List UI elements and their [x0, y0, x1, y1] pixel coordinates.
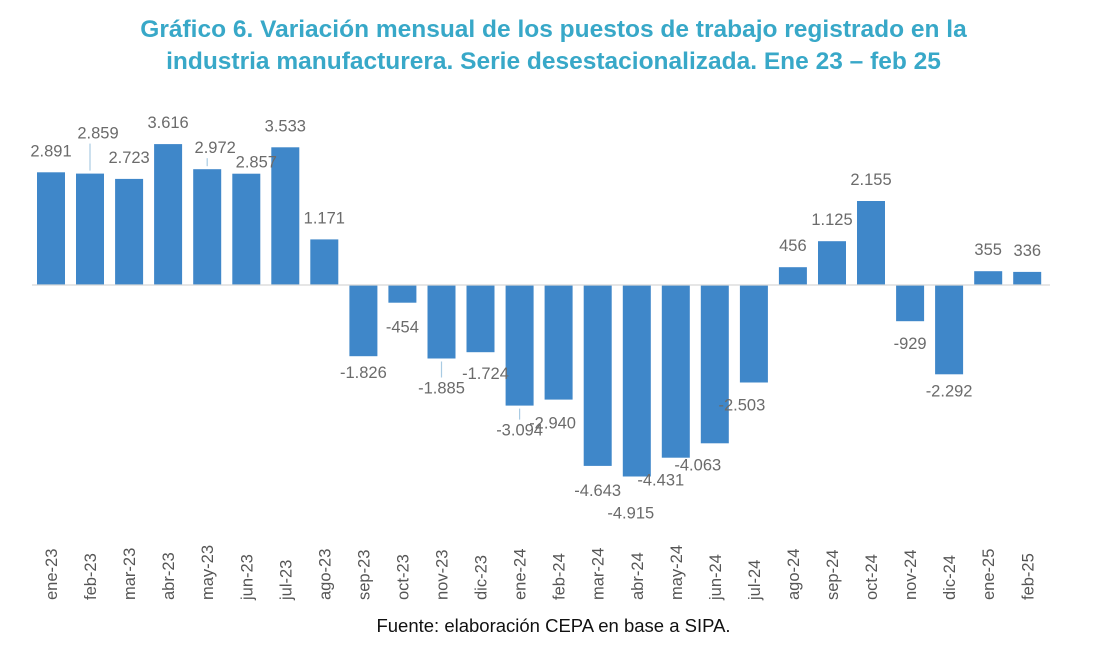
bar-feb-23 — [76, 173, 104, 285]
value-label-mar-23: 2.723 — [108, 149, 149, 167]
category-label-nov-23: nov-23 — [434, 550, 452, 600]
value-label-oct-24: 2.155 — [850, 171, 891, 189]
bar-abr-24 — [622, 285, 651, 477]
category-label-ene-24: ene-24 — [512, 549, 530, 600]
bar-jun-23 — [232, 173, 261, 285]
category-label-oct-24: oct-24 — [863, 554, 881, 600]
bar-oct-24 — [857, 201, 885, 285]
value-label-jul-24: -2.503 — [719, 397, 766, 415]
bar-feb-25 — [1013, 271, 1042, 285]
value-label-abr-23: 3.616 — [147, 114, 188, 132]
value-label-abr-24: -4.915 — [607, 505, 654, 523]
category-label-sep-24: sep-24 — [824, 550, 842, 600]
bars — [37, 144, 1042, 477]
category-label-dic-24: dic-24 — [941, 555, 959, 600]
value-label-feb-24: -2.940 — [529, 415, 576, 433]
bar-mar-23 — [115, 178, 144, 285]
category-label-may-23: may-23 — [199, 545, 217, 600]
bar-may-23 — [193, 169, 222, 285]
bar-dic-24 — [935, 285, 964, 375]
category-label-sep-23: sep-23 — [355, 550, 373, 600]
category-label-jun-23: jun-23 — [238, 554, 256, 601]
value-label-jul-23: 3.533 — [265, 117, 306, 135]
category-label-may-24: may-24 — [668, 545, 686, 600]
value-label-ene-25: 355 — [974, 241, 1002, 259]
chart-title: Gráfico 6. Variación mensual de los pues… — [0, 14, 1107, 78]
category-label-feb-24: feb-24 — [551, 553, 569, 600]
bar-sep-24 — [818, 241, 846, 285]
bar-ago-24 — [778, 267, 807, 285]
bar-sep-23 — [349, 285, 378, 357]
bar-jun-24 — [700, 285, 729, 444]
source-note: Fuente: elaboración CEPA en base a SIPA. — [376, 615, 731, 636]
value-label-ago-24: 456 — [779, 237, 807, 255]
value-label-dic-24: -2.292 — [926, 382, 973, 400]
bar-ene-24 — [505, 285, 534, 406]
category-label-jul-23: jul-23 — [277, 560, 295, 601]
bar-may-24 — [661, 285, 690, 458]
category-label-mar-23: mar-23 — [121, 548, 139, 600]
value-label-sep-23: -1.826 — [340, 364, 387, 382]
category-label-dic-23: dic-23 — [473, 555, 491, 600]
category-label-ene-23: ene-23 — [43, 549, 61, 600]
category-label-ago-24: ago-24 — [785, 549, 803, 600]
value-label-feb-25: 336 — [1014, 242, 1042, 260]
category-label-oct-23: oct-23 — [394, 554, 412, 600]
category-label-jun-24: jun-24 — [707, 554, 725, 601]
value-label-feb-23: 2.859 — [77, 125, 118, 143]
category-label-abr-24: abr-24 — [629, 552, 647, 600]
value-label-nov-24: -929 — [894, 335, 927, 353]
category-label-feb-23: feb-23 — [82, 553, 100, 600]
value-label-jun-24: -4.063 — [674, 456, 721, 474]
value-label-ene-24: -3.094 — [496, 422, 543, 440]
category-label-nov-24: nov-24 — [902, 550, 920, 600]
category-label-mar-24: mar-24 — [590, 548, 608, 600]
value-label-may-23: 2.972 — [195, 139, 236, 157]
bar-ene-25 — [974, 271, 1003, 285]
bar-ago-23 — [310, 239, 339, 285]
bar-abr-23 — [154, 144, 183, 285]
category-label-jul-24: jul-24 — [746, 560, 764, 601]
value-label-sep-24: 1.125 — [811, 211, 852, 229]
value-label-oct-23: -454 — [386, 319, 419, 337]
bar-jul-23 — [271, 147, 300, 285]
value-label-ene-23: 2.891 — [30, 142, 71, 160]
bar-feb-24 — [544, 285, 573, 400]
value-label-may-24: -4.431 — [637, 472, 684, 490]
value-label-dic-23: -1.724 — [462, 365, 509, 383]
bar-nov-23 — [427, 285, 456, 359]
bar-nov-24 — [896, 285, 925, 322]
value-label-nov-23: -1.885 — [418, 380, 465, 398]
category-label-ago-23: ago-23 — [316, 549, 334, 600]
bar-oct-23 — [388, 285, 417, 303]
bar-mar-24 — [583, 285, 612, 466]
bar-ene-23 — [37, 172, 65, 285]
value-label-ago-23: 1.171 — [304, 209, 345, 227]
value-label-mar-24: -4.643 — [574, 482, 621, 500]
bar-jul-24 — [739, 285, 768, 383]
category-label-feb-25: feb-25 — [1019, 553, 1037, 600]
category-labels: ene-23 feb-23 mar-23 abr-23 may-23 jun-23 jul-… — [43, 545, 1037, 601]
category-label-abr-23: abr-23 — [160, 552, 178, 600]
label-leader-lines — [89, 143, 521, 420]
category-label-ene-25: ene-25 — [980, 549, 998, 600]
chart-title-line-1: Gráfico 6. Variación mensual de los pues… — [140, 16, 967, 43]
chart-title-line-2: industria manufacturera. Serie desestaci… — [166, 48, 941, 75]
value-label-jun-23: 2.857 — [236, 154, 277, 172]
bar-dic-23 — [466, 285, 495, 353]
